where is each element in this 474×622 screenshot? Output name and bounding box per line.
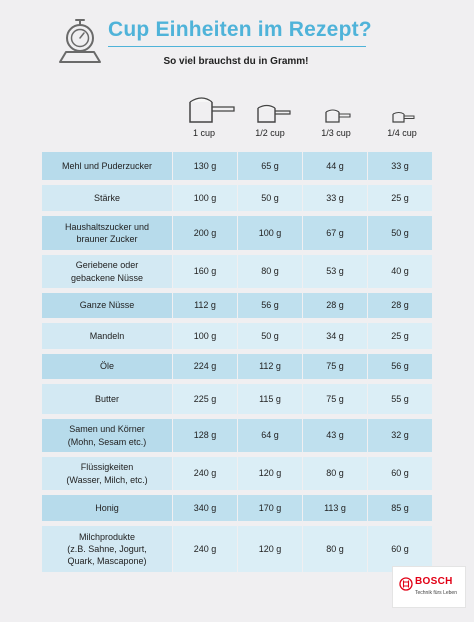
gram-value: 40 g	[368, 255, 432, 288]
gram-value: 56 g	[368, 354, 432, 379]
ingredient-name: Geriebene oder gebackene Nüsse	[42, 255, 172, 288]
gram-value: 340 g	[173, 495, 237, 521]
gram-value: 80 g	[238, 255, 302, 288]
gram-value: 50 g	[238, 185, 302, 211]
cup-column-third: 1/3 cup	[304, 92, 368, 140]
gram-value: 50 g	[238, 323, 302, 349]
gram-value: 115 g	[238, 384, 302, 414]
gram-value: 25 g	[368, 185, 432, 211]
ingredient-name: Ganze Nüsse	[42, 293, 172, 318]
gram-value: 67 g	[303, 216, 367, 250]
gram-value: 160 g	[173, 255, 237, 288]
cup-column-half: 1/2 cup	[238, 92, 302, 140]
gram-value: 25 g	[368, 323, 432, 349]
ingredient-name: Öle	[42, 354, 172, 379]
ingredient-name: Mehl und Puderzucker	[42, 152, 172, 180]
gram-value: 33 g	[368, 152, 432, 180]
ingredient-name: Butter	[42, 384, 172, 414]
gram-value: 75 g	[303, 384, 367, 414]
gram-value: 34 g	[303, 323, 367, 349]
gram-value: 53 g	[303, 255, 367, 288]
ingredient-name: Honig	[42, 495, 172, 521]
cup-label-half: 1/2 cup	[255, 128, 285, 138]
table-row: Samen und Körner (Mohn, Sesam etc.) 128 g…	[42, 419, 432, 452]
page-subtitle: So viel brauchst du in Gramm!	[163, 56, 309, 67]
ingredient-name: Samen und Körner (Mohn, Sesam etc.)	[42, 419, 172, 452]
gram-value: 112 g	[173, 293, 237, 318]
table-row: Mandeln 100 g 50 g 34 g 25 g	[42, 323, 432, 349]
cup-label-1: 1 cup	[192, 128, 216, 138]
gram-value: 130 g	[173, 152, 237, 180]
page-title: Cup Einheiten im Rezept?	[108, 18, 372, 41]
gram-value: 65 g	[238, 152, 302, 180]
gram-value: 80 g	[303, 526, 367, 572]
table-row: Ganze Nüsse 112 g 56 g 28 g 28 g	[42, 293, 432, 318]
gram-value: 33 g	[303, 185, 367, 211]
measuring-cup-quarter-icon	[392, 112, 415, 123]
cup-label-quarter: 1/4 cup	[387, 128, 417, 138]
gram-value: 120 g	[238, 457, 302, 490]
ingredient-name: Flüssigkeiten (Wasser, Milch, etc.)	[42, 457, 172, 490]
gram-value: 100 g	[173, 323, 237, 349]
gram-value: 240 g	[173, 526, 237, 572]
cup-column-1: 1 cup	[172, 92, 236, 140]
ingredient-name: Mandeln	[42, 323, 172, 349]
conversion-table: Mehl und Puderzucker 130 g 65 g 44 g 33 g Stä…	[42, 152, 432, 577]
gram-value: 32 g	[368, 419, 432, 452]
gram-value: 100 g	[238, 216, 302, 250]
gram-value: 200 g	[173, 216, 237, 250]
title-underline	[108, 46, 366, 47]
measuring-cup-half-icon	[257, 104, 291, 123]
gram-value: 28 g	[303, 293, 367, 318]
bosch-logo: BOSCH Technik fürs Leben	[392, 566, 466, 608]
table-row: Butter 225 g 115 g 75 g 55 g	[42, 384, 432, 414]
gram-value: 60 g	[368, 457, 432, 490]
gram-value: 100 g	[173, 185, 237, 211]
logo-brand-name: BOSCH	[415, 576, 453, 587]
gram-value: 80 g	[303, 457, 367, 490]
cup-size-header: 1 cup 1/2 cup 1/3 cup 1/4 cup	[172, 92, 434, 140]
gram-value: 85 g	[368, 495, 432, 521]
gram-value: 75 g	[303, 354, 367, 379]
gram-value: 225 g	[173, 384, 237, 414]
gram-value: 113 g	[303, 495, 367, 521]
ingredient-name: Milchprodukte (z.B. Sahne, Jogurt, Quark…	[42, 526, 172, 572]
ingredient-name: Haushaltszucker und brauner Zucker	[42, 216, 172, 250]
bosch-armature-icon	[399, 577, 413, 591]
gram-value: 50 g	[368, 216, 432, 250]
cup-label-third: 1/3 cup	[321, 128, 351, 138]
measuring-cup-1-icon	[189, 97, 235, 123]
gram-value: 128 g	[173, 419, 237, 452]
kitchen-scale-icon	[59, 19, 101, 63]
gram-value: 60 g	[368, 526, 432, 572]
gram-value: 240 g	[173, 457, 237, 490]
table-row: Flüssigkeiten (Wasser, Milch, etc.) 240 g…	[42, 457, 432, 490]
gram-value: 120 g	[238, 526, 302, 572]
gram-value: 170 g	[238, 495, 302, 521]
gram-value: 224 g	[173, 354, 237, 379]
ingredient-name: Stärke	[42, 185, 172, 211]
gram-value: 43 g	[303, 419, 367, 452]
table-row: Honig 340 g 170 g 113 g 85 g	[42, 495, 432, 521]
gram-value: 64 g	[238, 419, 302, 452]
measuring-cup-third-icon	[325, 109, 351, 123]
table-row: Milchprodukte (z.B. Sahne, Jogurt, Quark…	[42, 526, 432, 572]
gram-value: 55 g	[368, 384, 432, 414]
table-row: Mehl und Puderzucker 130 g 65 g 44 g 33 g	[42, 152, 432, 180]
table-row: Stärke 100 g 50 g 33 g 25 g	[42, 185, 432, 211]
gram-value: 28 g	[368, 293, 432, 318]
logo-slogan: Technik fürs Leben	[415, 590, 457, 596]
gram-value: 112 g	[238, 354, 302, 379]
table-row: Öle 224 g 112 g 75 g 56 g	[42, 354, 432, 379]
gram-value: 44 g	[303, 152, 367, 180]
cup-column-quarter: 1/4 cup	[370, 92, 434, 140]
gram-value: 56 g	[238, 293, 302, 318]
